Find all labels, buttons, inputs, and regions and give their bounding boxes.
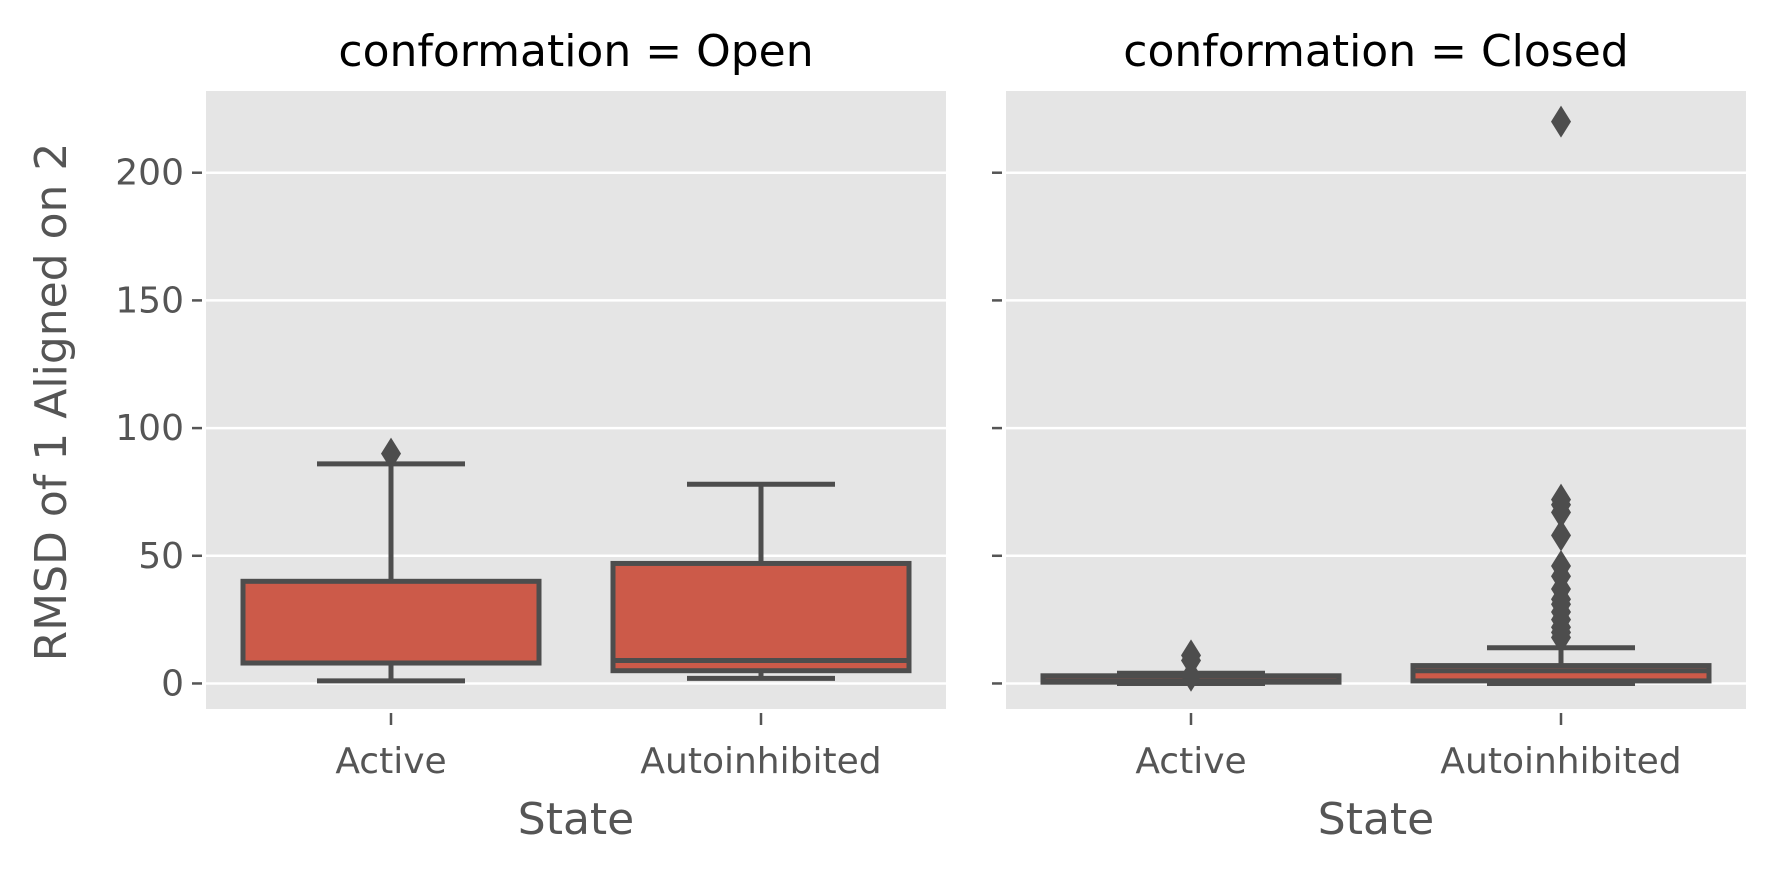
panel-closed: Active Autoinhibited [992, 91, 1746, 782]
outlier-point [1181, 639, 1201, 672]
outlier-point [1551, 105, 1571, 138]
x-tick-label: Active [1135, 741, 1246, 782]
y-tick-label: 100 [115, 408, 184, 449]
x-tick-label: Autoinhibited [640, 741, 881, 782]
y-tick-label: 0 [161, 663, 184, 704]
x-axis-label-open: State [518, 794, 634, 845]
box-active [240, 437, 542, 684]
x-axis-label-closed: State [1318, 794, 1434, 845]
panel-background [1006, 91, 1746, 709]
x-tick-label: Active [335, 741, 446, 782]
outlier-point [1551, 483, 1571, 516]
box-iqr [610, 560, 912, 674]
y-tick-label: 200 [115, 153, 184, 194]
box-autoinhibited [1410, 105, 1712, 686]
outlier-point [1551, 549, 1571, 582]
y-axis-label: RMSD of 1 Aligned on 2 [26, 143, 77, 662]
x-tick-label: Autoinhibited [1440, 741, 1681, 782]
box-active [1040, 639, 1342, 692]
box-iqr [240, 578, 542, 666]
outlier-point [1551, 519, 1571, 552]
y-tick-label: 50 [138, 536, 184, 577]
box-iqr [1410, 663, 1712, 684]
panel-title-closed: conformation = Closed [1123, 26, 1628, 77]
box-autoinhibited [610, 481, 912, 681]
outlier-point [381, 437, 401, 470]
panel-open: 0 50 100 150 200 Active Autoinhibited [115, 91, 946, 782]
y-tick-label: 150 [115, 280, 184, 321]
panel-title-open: conformation = Open [338, 26, 813, 77]
